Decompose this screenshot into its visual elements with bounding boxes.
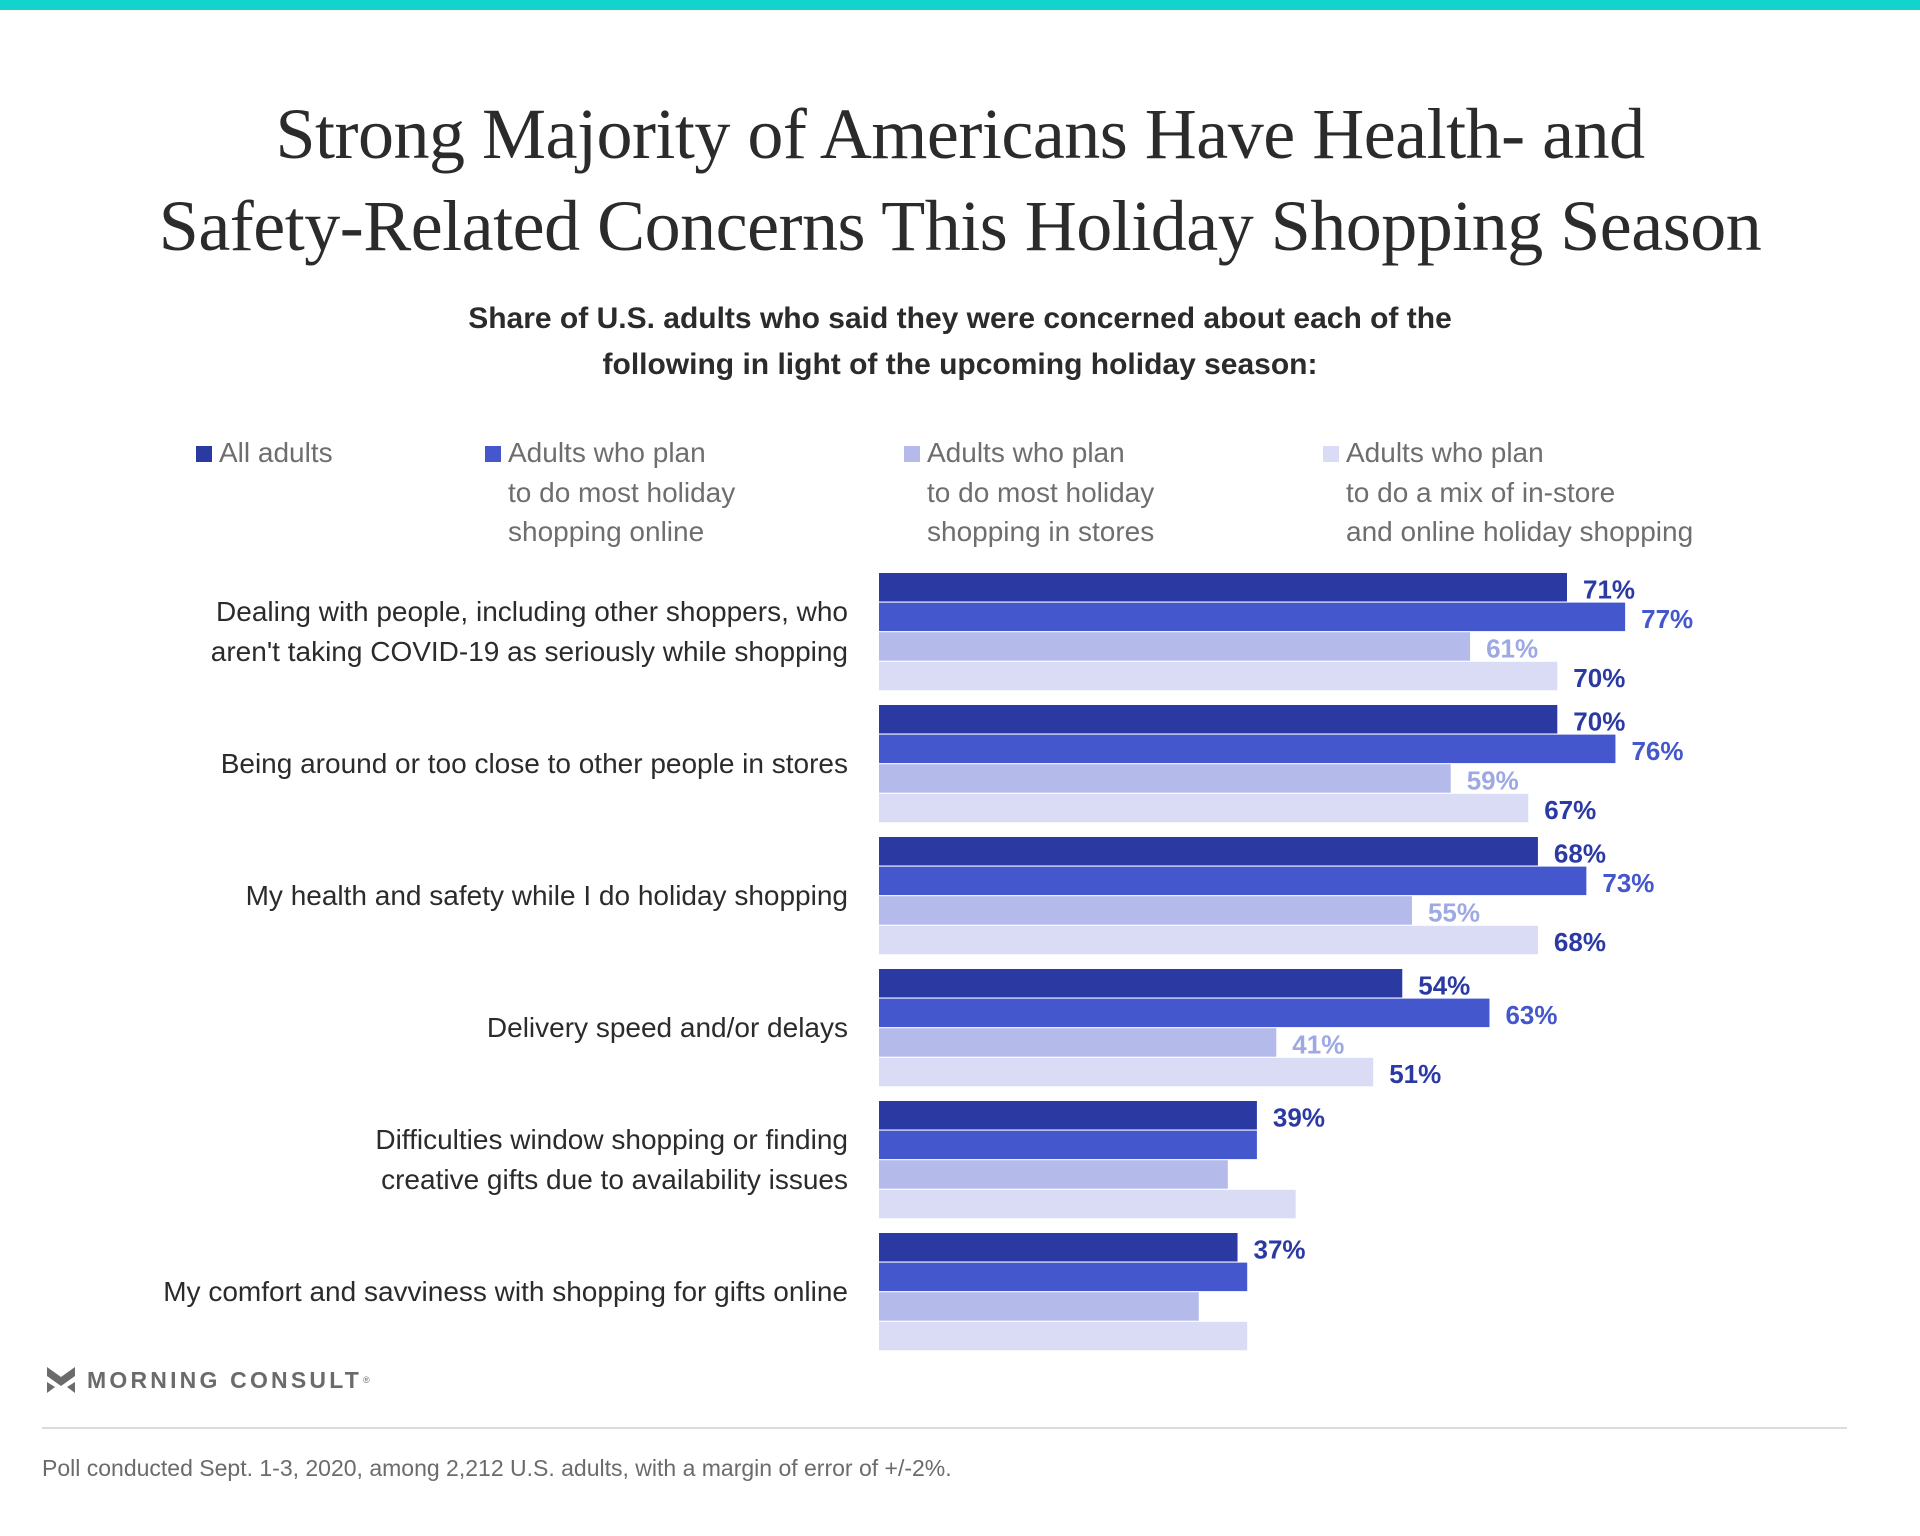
bar-group: 70%76% 59% 67% [879,705,1683,825]
bar-value-label: 71% [1583,574,1635,604]
morning-consult-logo: MORNING CONSULT ® [47,1366,370,1394]
chart-title: Strong Majority of Americans Have Health… [0,88,1920,272]
bar [879,1233,1238,1262]
chart-subtitle-line-2: following in light of the upcoming holid… [602,348,1318,381]
legend-swatch [904,446,920,462]
chart-title-line-1: Strong Majority of Americans Have Health… [275,94,1645,174]
bar-value-label: 77% [1641,604,1693,634]
bar-group: 54% 63% 41% 51% [879,969,1558,1089]
bar-value-label: 41% [1292,1029,1344,1059]
bar [879,1262,1248,1292]
bar [879,734,1616,764]
legend-label: Adults who plan to do a mix of in-store … [1346,437,1694,547]
bar-value-label: 55% [1428,897,1480,927]
bar-value-label: 39% [1273,1102,1325,1132]
bar [879,1130,1257,1160]
chart-subtitle: Share of U.S. adults who said they were … [0,296,1920,388]
bar-group: 37% [879,1233,1306,1351]
bar [879,969,1403,998]
bar [879,632,1471,661]
bar-value-label: 63% [1505,1000,1557,1030]
legend-swatch [196,446,212,462]
bar [879,602,1626,632]
bar [879,1189,1296,1219]
bar-value-label: 59% [1467,765,1519,795]
bar-value-label: 61% [1486,633,1538,663]
category-label: Delivery speed and/or delays [486,1011,848,1043]
chart-subtitle-line-1: Share of U.S. adults who said they were … [468,302,1452,335]
bar [879,1028,1277,1057]
chart-title-line-2: Safety-Related Concerns This Holiday Sho… [158,186,1762,266]
bar [879,837,1538,866]
bar-group: 71%77% 61% 70% [879,573,1693,693]
category-label: Dealing with people, including other sho… [210,595,848,667]
legend-item-all-adults: All adults [196,433,333,473]
bar-value-label: 67% [1544,795,1596,825]
bar-value-label: 76% [1631,736,1683,766]
bar-value-label: 37% [1254,1234,1306,1264]
bar [879,1292,1199,1321]
bar-value-label: 73% [1602,868,1654,898]
legend-label: Adults who plan to do most holiday shopp… [508,437,736,547]
bar-value-label: 70% [1573,706,1625,736]
legend-swatch [485,446,501,462]
footnote: Poll conducted Sept. 1-3, 2020, among 2,… [42,1455,952,1481]
legend-item-mix: Adults who plan to do a mix of in-store … [1323,433,1693,552]
bar [879,925,1538,955]
morning-consult-chevron-icon [47,1367,75,1393]
bar [879,1101,1257,1130]
bar-value-label: 68% [1554,838,1606,868]
bar [879,998,1490,1028]
footer-divider [42,1427,1847,1429]
bar [879,1057,1374,1087]
bar-group: 68%73%55%68% [879,837,1654,957]
bar [879,661,1558,691]
bar [879,1321,1248,1351]
bar-value-label: 68% [1554,927,1606,957]
bar [879,896,1412,925]
category-label: Difficulties window shopping or finding c… [375,1123,848,1195]
bar [879,764,1451,793]
legend-item-online: Adults who plan to do most holiday shopp… [485,433,735,552]
category-label: Being around or too close to other peopl… [220,747,848,779]
category-label: My comfort and savviness with shopping f… [163,1275,848,1307]
bar [879,705,1558,734]
bar-value-label: 70% [1573,663,1625,693]
bar [879,573,1567,602]
logo-registered-mark: ® [363,1375,370,1385]
bar-value-label: 51% [1389,1059,1441,1089]
category-label: My health and safety while I do holiday … [245,879,848,911]
bar [879,866,1587,896]
bar-group: 39% [879,1101,1325,1219]
legend-label: All adults [219,437,333,468]
bar [879,1160,1228,1189]
bar-value-label: 54% [1418,970,1470,1000]
legend-swatch [1323,446,1339,462]
top-accent-bar [0,0,1920,10]
legend-item-stores: Adults who plan to do most holiday shopp… [904,433,1154,552]
legend-label: Adults who plan to do most holiday shopp… [927,437,1155,547]
bar [879,793,1529,823]
logo-text: MORNING CONSULT [87,1366,363,1393]
